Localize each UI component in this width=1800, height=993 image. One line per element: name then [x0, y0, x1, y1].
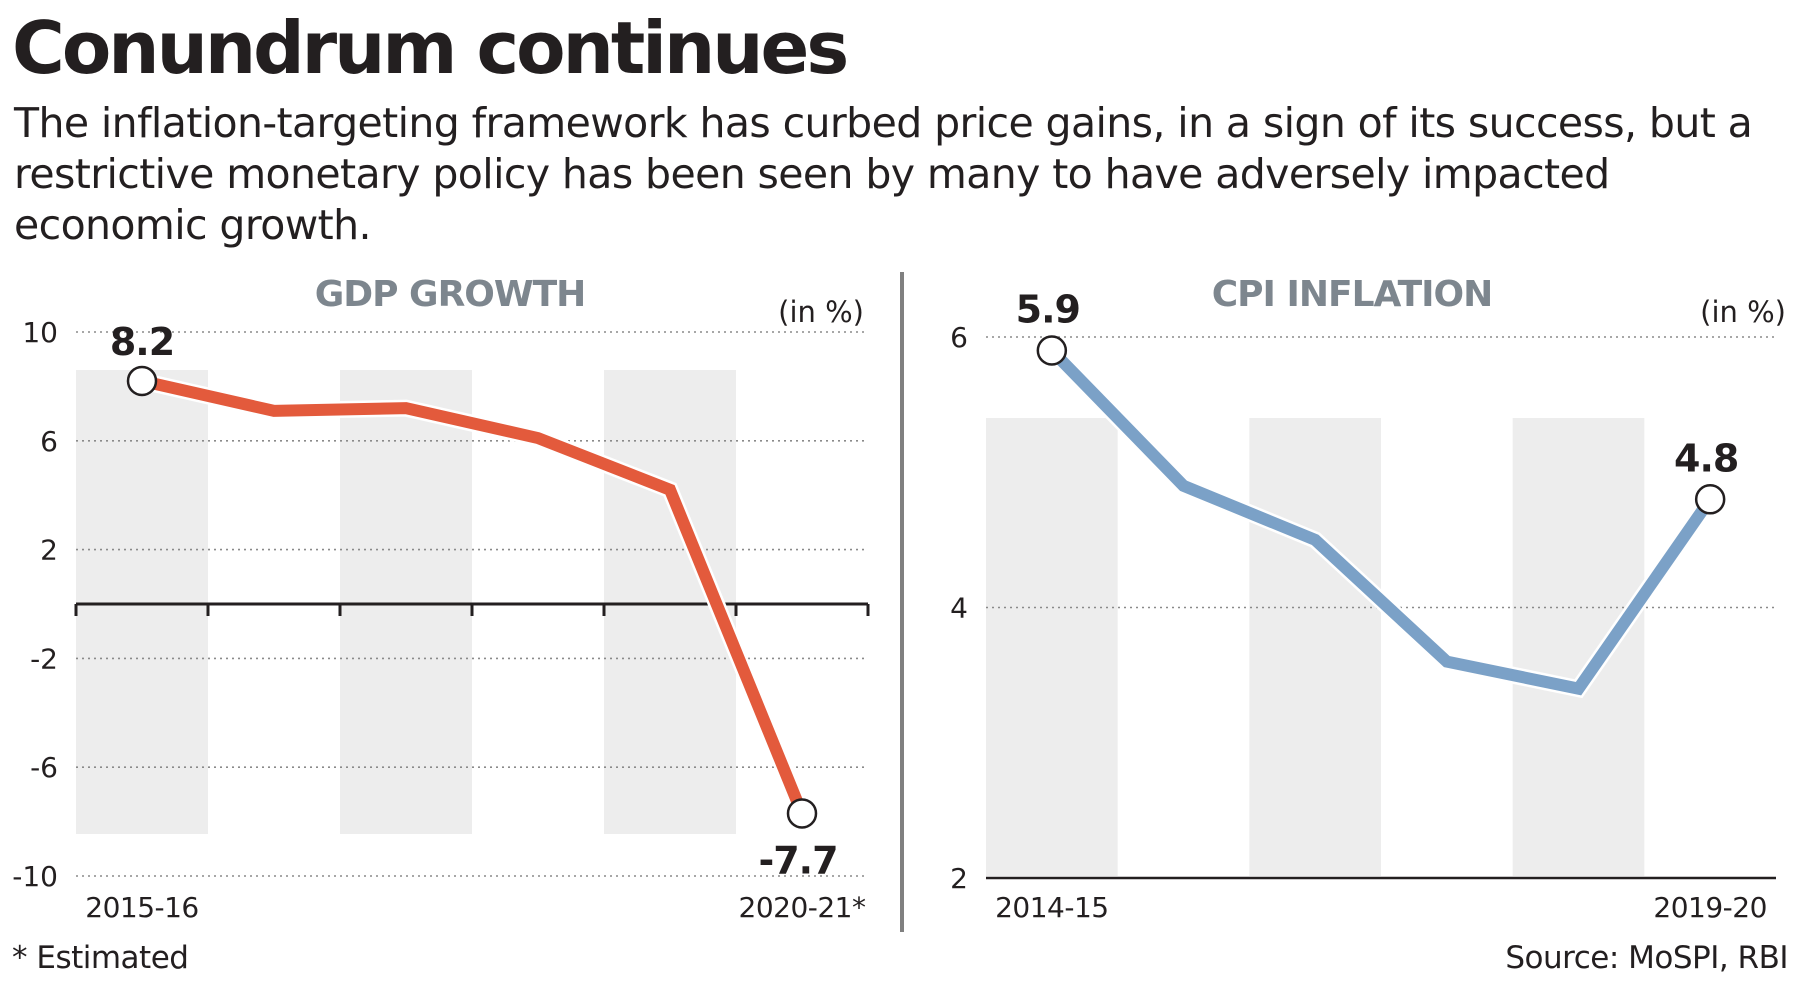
cpi-column-band	[1512, 418, 1645, 876]
cpi-x-tick-label: 2019-20	[1653, 891, 1767, 924]
cpi-y-tick-label: 4	[950, 592, 968, 625]
cpi-column-band	[1249, 418, 1381, 876]
gdp-y-tick-label: -2	[30, 642, 58, 675]
gdp-data-label: 8.2	[110, 320, 174, 364]
gdp-data-point	[126, 365, 158, 397]
gdp-y-tick-label: -6	[30, 751, 58, 784]
gdp-column-band	[76, 370, 208, 834]
cpi-data-point	[1036, 335, 1068, 366]
cpi-x-tick-label: 2014-15	[995, 891, 1109, 924]
cpi-data-label: 5.9	[1016, 288, 1080, 332]
subtitle: The inflation-targeting framework has cu…	[14, 99, 1753, 249]
cpi-series-line	[1047, 346, 1716, 696]
cpi-data-label: 4.8	[1674, 436, 1738, 480]
cpi-unit-label: (in %)	[1700, 295, 1786, 329]
gdp-y-tick-label: -10	[12, 860, 58, 893]
source-note: Source: MoSPI, RBI	[1505, 940, 1788, 976]
cpi-chart-title: CPI INFLATION	[1212, 274, 1493, 315]
headline: Conundrum continues	[12, 6, 849, 90]
gdp-y-tick-label: 6	[40, 425, 58, 458]
gdp-chart-title: GDP GROWTH	[315, 274, 586, 315]
cpi-data-point	[1694, 484, 1726, 515]
cpi-y-tick-label: 2	[950, 862, 968, 895]
gdp-y-tick-label: 10	[22, 316, 58, 349]
gdp-data-label: -7.7	[758, 838, 837, 882]
gdp-y-tick-label: 2	[40, 534, 58, 567]
gdp-growth-chart: 10 6 2 -2 -6 -10 GDP GROWTH (in %) 2015-16 2020-2…	[12, 274, 870, 924]
gdp-unit-label: (in %)	[778, 295, 864, 329]
footnote: * Estimated	[12, 940, 189, 976]
gdp-x-tick-label: 2015-16	[85, 891, 199, 924]
gdp-column-band	[340, 370, 472, 834]
cpi-y-tick-label: 6	[950, 321, 968, 354]
cpi-column-band	[986, 418, 1118, 876]
gdp-x-tick-label: 2020-21*	[739, 891, 866, 924]
gdp-series-line	[140, 375, 808, 816]
cpi-inflation-chart: 6 4 2 CPI INFLATION (in %) 2014-15 2019-20 5.9 4…	[950, 274, 1786, 924]
gdp-data-point	[786, 798, 818, 829]
